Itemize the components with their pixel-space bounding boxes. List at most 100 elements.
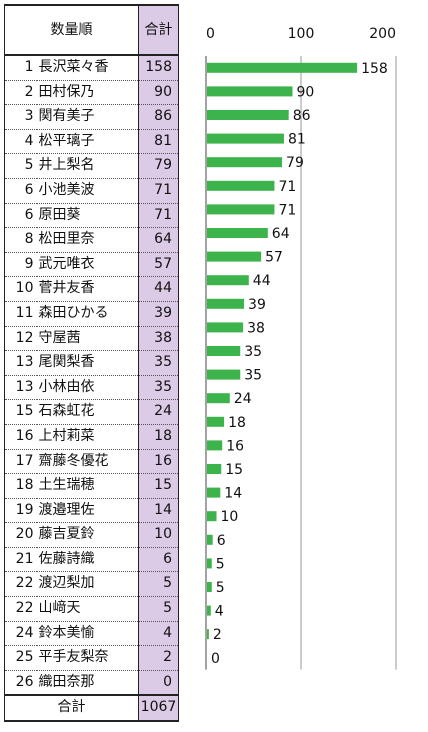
total-cell: 35	[138, 350, 179, 376]
total-cell: 16	[138, 449, 179, 475]
bar-value-label: 71	[278, 202, 296, 218]
table-row: 5 井上梨名 79	[4, 153, 179, 179]
rank-cell: 13	[4, 375, 37, 401]
bar-value-label: 2	[213, 627, 222, 643]
chart-data-labels: 1589086817971716457443938353524181615141…	[211, 61, 388, 667]
bar-value-label: 4	[215, 604, 224, 620]
bar	[207, 511, 217, 522]
bar-chart: 0 100 200 15890868179717164574439383535241…	[205, 26, 397, 670]
bar-value-label: 18	[228, 415, 246, 431]
table-row: 24 鈴本美愉 4	[4, 621, 179, 647]
rank-cell: 22	[4, 596, 37, 622]
bar-value-label: 44	[253, 273, 271, 289]
total-cell: 14	[138, 498, 179, 524]
name-cell: 松田里奈	[36, 227, 139, 253]
bar-value-label: 14	[224, 486, 242, 502]
rank-cell: 3	[4, 104, 37, 130]
rank-cell: 6	[4, 178, 37, 204]
bar-value-label: 79	[286, 155, 304, 171]
table-row: 19 渡邉理佐 14	[4, 498, 179, 524]
bar	[207, 605, 211, 616]
total-cell: 86	[138, 104, 179, 130]
rank-cell: 24	[4, 621, 37, 647]
total-cell: 0	[138, 670, 179, 696]
table-row: 6 原田葵 71	[4, 203, 179, 229]
total-cell: 90	[138, 80, 179, 106]
bar-value-label: 158	[361, 61, 388, 77]
table-row: 18 土生瑞穂 15	[4, 473, 179, 499]
name-cell: 井上梨名	[36, 153, 139, 179]
bar-value-label: 35	[244, 344, 262, 360]
bar	[207, 133, 284, 144]
x-tick-label: 0	[206, 26, 215, 42]
name-cell: 鈴本美愉	[36, 621, 139, 647]
total-cell: 57	[138, 252, 179, 278]
table-row: 2 田村保乃 90	[4, 80, 179, 106]
bar	[207, 534, 213, 545]
table-row: 9 武元唯衣 57	[4, 252, 179, 278]
total-cell: 5	[138, 571, 179, 598]
total-cell: 38	[138, 326, 179, 352]
rank-cell: 2	[4, 80, 37, 106]
rank-cell: 9	[4, 252, 37, 278]
x-tick-label: 100	[288, 26, 315, 42]
name-cell: 平手友梨奈	[36, 645, 139, 671]
bar	[207, 251, 262, 262]
bar-value-label: 5	[216, 556, 225, 572]
bar	[207, 346, 241, 356]
x-tick-label: 200	[369, 26, 396, 42]
rank-cell: 13	[4, 350, 37, 376]
table-row: 13 尾関梨香 35	[4, 350, 179, 376]
table-row: 15 石森虹花 24	[4, 399, 179, 425]
bar-value-label: 10	[221, 509, 239, 525]
table-row: 22 渡辺梨加 5	[4, 571, 179, 598]
bar-value-label: 5	[216, 580, 225, 596]
bar	[207, 275, 249, 286]
total-cell: 18	[138, 424, 179, 450]
bar	[207, 228, 268, 238]
chart-bars	[207, 62, 358, 640]
table-row: 12 守屋茜 38	[4, 326, 179, 352]
total-cell: 35	[138, 375, 179, 401]
table-row: 6 小池美波 71	[4, 178, 179, 204]
bar	[207, 62, 358, 73]
rank-cell: 12	[4, 326, 37, 352]
total-cell: 81	[138, 129, 179, 155]
bar-value-label: 39	[248, 297, 266, 313]
bar-value-label: 81	[288, 132, 306, 148]
table-row: 10 菅井友香 44	[4, 276, 179, 302]
name-cell: 上村莉菜	[36, 424, 139, 450]
table-row: 3 関有美子 86	[4, 104, 179, 130]
rank-cell: 20	[4, 522, 37, 548]
table-footer-row: 合計 1067	[4, 694, 179, 723]
name-cell: 渡辺梨加	[36, 571, 139, 598]
rank-cell: 25	[4, 645, 37, 671]
bar-value-label: 57	[265, 250, 283, 266]
bar	[207, 416, 225, 427]
name-cell: 原田葵	[36, 203, 139, 229]
bar	[207, 180, 275, 191]
bar-value-label: 71	[278, 179, 296, 195]
table-row: 21 佐藤詩織 6	[4, 547, 179, 573]
name-cell: 関有美子	[36, 104, 139, 130]
header-total: 合計	[138, 4, 179, 56]
name-cell: 渡邉理佐	[36, 498, 139, 524]
bar	[207, 369, 241, 380]
rank-cell: 17	[4, 449, 37, 475]
bar	[207, 157, 283, 168]
rank-cell: 19	[4, 498, 37, 524]
total-cell: 15	[138, 473, 179, 499]
name-cell: 織田奈那	[36, 670, 139, 696]
rank-cell: 6	[4, 203, 37, 229]
rank-cell: 22	[4, 571, 37, 598]
bar-value-label: 38	[247, 320, 265, 336]
table-row: 22 山﨑天 5	[4, 596, 179, 622]
bar	[207, 558, 212, 569]
bar	[207, 629, 209, 640]
table-row: 13 小林由依 35	[4, 375, 179, 401]
bar-value-label: 15	[225, 462, 243, 478]
table-row: 25 平手友梨奈 2	[4, 645, 179, 671]
table-row: 8 松田里奈 64	[4, 227, 179, 253]
total-cell: 39	[138, 301, 179, 327]
total-cell: 10	[138, 522, 179, 548]
